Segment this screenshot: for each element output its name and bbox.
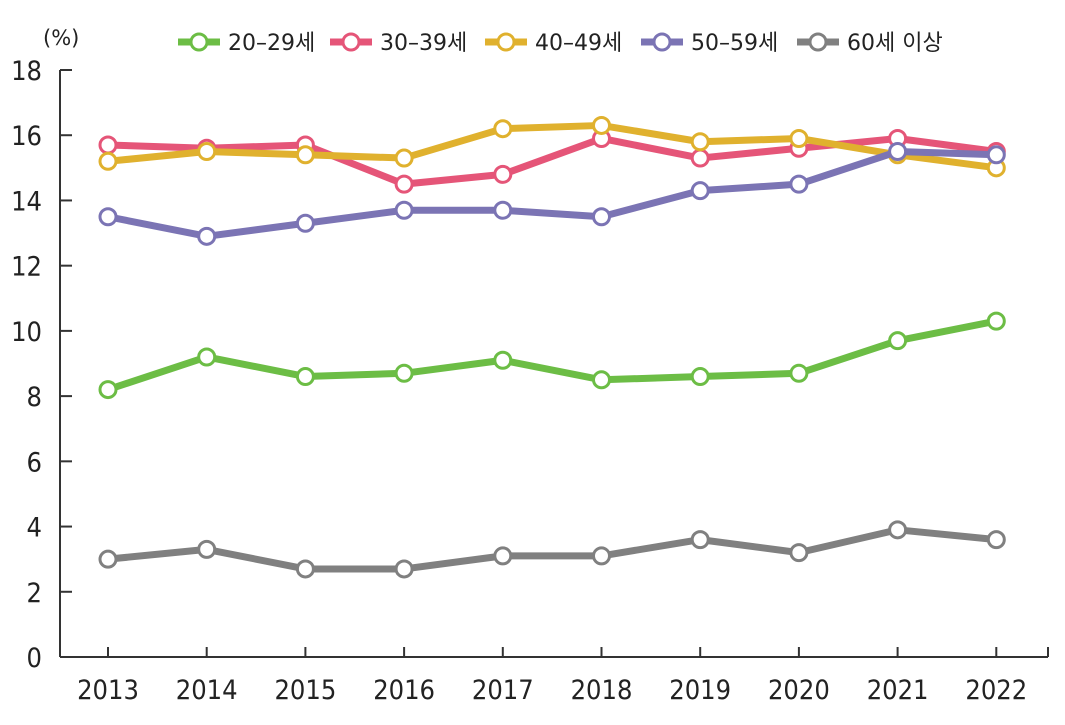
y-tick-label: 8 [27,382,42,413]
data-point [295,213,315,233]
y-tick-label: 18 [11,56,42,87]
data-point [690,530,710,550]
data-point [394,363,414,383]
data-point [197,142,217,162]
legend-label: 40–49세 [535,31,622,56]
legend-marker [341,32,361,52]
data-point [592,207,611,227]
data-point [493,164,513,184]
data-point [690,181,710,201]
data-point [986,145,1006,165]
data-point [690,148,710,168]
legend-item: 30–39세 [330,31,467,56]
legend-marker [496,32,516,52]
data-point [98,135,118,155]
y-tick-label: 16 [11,121,42,152]
data-point [986,311,1006,331]
axes [59,70,1048,658]
data-point [592,370,611,390]
data-point [295,145,315,165]
legend-label: 20–29세 [228,31,315,56]
legend-item: 40–49세 [485,31,622,56]
data-point [789,543,809,563]
series-5 [98,520,1006,579]
legend-item: 60세 이상 [797,31,943,56]
y-axis-ticks: 0 2 4 6 8 10 12 14 16 18 [11,56,72,674]
data-point [197,347,217,367]
legend-label: 50–59세 [691,31,778,56]
x-tick-label: 2015 [274,675,336,706]
data-point [592,546,611,566]
data-point [493,119,513,139]
series-line [104,121,1000,172]
data-point [493,546,513,566]
y-tick-label: 6 [27,447,42,478]
legend-marker [652,32,672,52]
legend-item: 20–29세 [178,31,315,56]
data-point [493,200,513,220]
x-axis-ticks: 2013 2014 2015 2016 2017 2018 2019 2020 2021 2022 [77,647,1049,706]
x-tick-label: 2018 [571,675,633,706]
data-point [98,151,118,171]
data-point [789,363,809,383]
x-tick-label: 2016 [373,675,435,706]
y-tick-label: 14 [11,186,42,217]
x-tick-label: 2017 [472,675,534,706]
series-line [104,148,1000,240]
data-point [690,132,710,152]
data-point [394,559,414,579]
y-axis-unit-label: (%) [43,26,79,50]
data-point [295,559,315,579]
x-tick-label: 2013 [77,675,139,706]
legend-label: 60세 이상 [847,31,943,56]
x-tick-label: 2021 [867,675,929,706]
data-point [98,207,118,227]
data-point [592,115,611,135]
data-point [789,174,809,194]
x-tick-label: 2020 [768,675,830,706]
legend-marker [808,32,828,52]
data-point [789,128,809,148]
data-point [986,530,1006,550]
y-tick-label: 2 [27,578,42,609]
y-tick-label: 12 [11,252,42,283]
series-group [98,115,1006,579]
data-point [690,367,710,387]
y-tick-label: 4 [27,513,42,544]
legend-item: 50–59세 [641,31,778,56]
y-tick-label: 10 [11,317,42,348]
x-tick-label: 2022 [965,675,1027,706]
data-point [394,174,414,194]
data-point [197,539,217,559]
y-tick-label: 0 [27,643,42,674]
data-point [295,367,315,387]
data-point [888,520,908,540]
data-point [98,549,118,569]
data-point [493,350,513,370]
series-line [104,526,1000,573]
legend-label: 30–39세 [380,31,467,56]
data-point [98,380,118,400]
legend-marker [189,32,209,52]
data-point [888,331,908,351]
data-point [394,148,414,168]
series-4 [98,142,1006,246]
legend: 20–29세 30–39세 40–49세 50–59세 60세 이상 [178,31,943,56]
data-point [394,200,414,220]
series-1 [98,311,1006,400]
data-point [197,226,217,246]
data-point [888,142,908,162]
x-tick-label: 2019 [669,675,731,706]
series-line [104,317,1000,394]
x-tick-label: 2014 [176,675,238,706]
